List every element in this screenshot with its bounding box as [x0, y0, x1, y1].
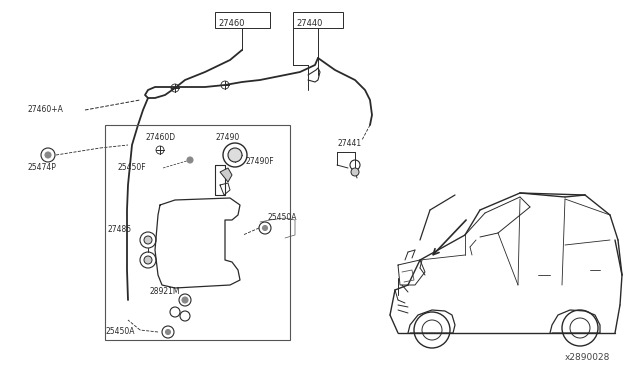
Text: 27460D: 27460D: [145, 134, 175, 142]
Text: 27460: 27460: [218, 19, 244, 28]
Text: 27441: 27441: [337, 138, 361, 148]
Polygon shape: [220, 168, 232, 182]
Circle shape: [228, 148, 242, 162]
Text: 27490: 27490: [215, 134, 239, 142]
Text: 25474P: 25474P: [28, 163, 57, 171]
Bar: [215, 12, 270, 28]
Circle shape: [144, 236, 152, 244]
Text: x2890028: x2890028: [565, 353, 611, 362]
Circle shape: [144, 256, 152, 264]
Text: 28921M: 28921M: [150, 288, 180, 296]
Circle shape: [182, 297, 188, 303]
Text: 25450F: 25450F: [118, 164, 147, 173]
Text: 27490F: 27490F: [245, 157, 274, 167]
Circle shape: [262, 225, 268, 231]
Circle shape: [351, 168, 359, 176]
Text: 27485: 27485: [108, 225, 132, 234]
Text: 27440: 27440: [296, 19, 323, 28]
Circle shape: [45, 152, 51, 158]
Circle shape: [166, 330, 170, 334]
Circle shape: [187, 157, 193, 163]
Text: 27460+A: 27460+A: [28, 106, 64, 115]
Text: 25450A: 25450A: [268, 214, 298, 222]
Text: 25450A: 25450A: [105, 327, 134, 337]
Bar: [293, 12, 343, 28]
Bar: [105, 125, 290, 340]
